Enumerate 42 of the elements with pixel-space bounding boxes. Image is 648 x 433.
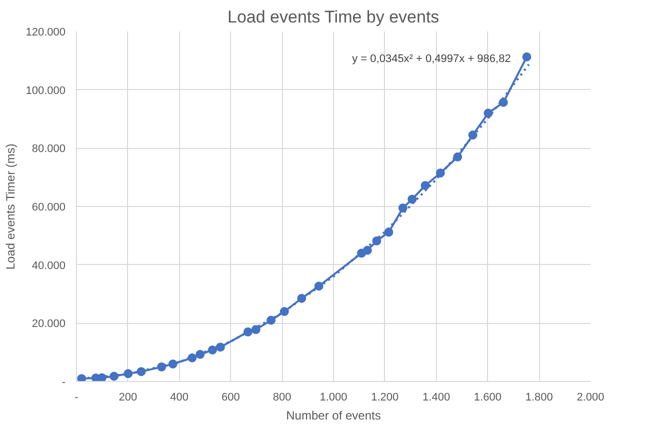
x-axis-title: Number of events bbox=[286, 408, 381, 422]
y-tick-label: 120.000 bbox=[26, 26, 66, 38]
x-tick-label: 2.000 bbox=[576, 392, 604, 404]
point bbox=[136, 367, 146, 376]
x-tick-label: 1.000 bbox=[320, 392, 348, 404]
y-axis-title: Load events Timer (ms) bbox=[4, 144, 18, 270]
y-tick-label: 60.000 bbox=[32, 202, 66, 214]
point bbox=[196, 350, 205, 359]
point bbox=[468, 130, 478, 140]
y-tick-label: 40.000 bbox=[32, 260, 66, 272]
point bbox=[522, 52, 532, 62]
y-tick-label: 100.000 bbox=[26, 84, 66, 97]
point bbox=[453, 152, 462, 162]
point bbox=[398, 203, 408, 212]
point bbox=[208, 346, 217, 354]
point bbox=[436, 168, 445, 178]
point bbox=[362, 246, 372, 255]
x-tick-label: - bbox=[74, 392, 79, 404]
x-tick-label: 200 bbox=[118, 392, 138, 404]
y-tick-label: - bbox=[62, 376, 66, 388]
x-tick-label: 1.200 bbox=[371, 392, 399, 404]
x-tick-label: 1.400 bbox=[422, 392, 450, 404]
point bbox=[266, 316, 276, 325]
point bbox=[243, 327, 252, 336]
x-tick-label: 1.800 bbox=[525, 392, 553, 404]
x-tick-label: 800 bbox=[272, 392, 292, 404]
annotation: y = 0,0345x² + 0,4997x + 986,82 bbox=[352, 52, 511, 65]
point bbox=[280, 307, 289, 316]
point bbox=[408, 194, 417, 204]
chart-title: Load events Time by events bbox=[228, 8, 440, 26]
point bbox=[314, 282, 324, 291]
x-tick-label: 1.600 bbox=[474, 392, 502, 404]
x-tick-label: 400 bbox=[170, 392, 188, 404]
y-tick-label: 80.000 bbox=[32, 143, 66, 156]
y-tick-label: 20.000 bbox=[32, 318, 66, 330]
x-tick-label: 600 bbox=[222, 392, 240, 404]
point bbox=[77, 374, 86, 382]
point bbox=[372, 236, 382, 246]
point bbox=[384, 228, 394, 237]
point bbox=[251, 325, 260, 334]
point bbox=[420, 181, 430, 190]
point bbox=[484, 108, 493, 118]
